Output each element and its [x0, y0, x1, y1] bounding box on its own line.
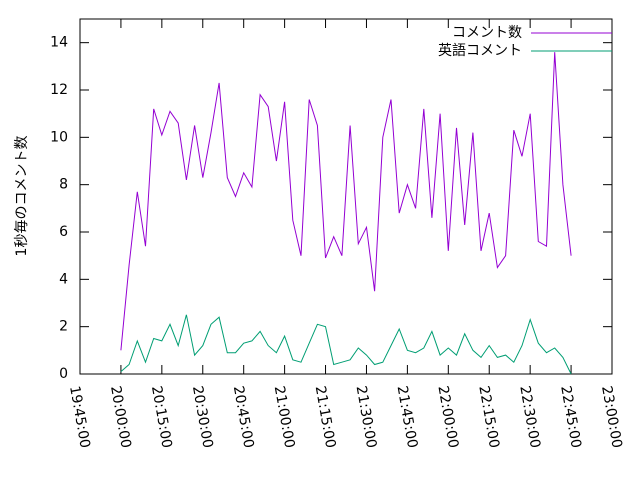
x-tick-label: 21:30:00: [353, 385, 380, 450]
x-tick-label: 21:15:00: [312, 385, 339, 450]
y-tick-label: 12: [50, 82, 68, 98]
series-line: [120, 314, 572, 375]
legend-label: 英語コメント: [438, 42, 522, 59]
x-tick-label: 22:30:00: [516, 385, 543, 450]
x-tick-label: 21:00:00: [271, 385, 298, 450]
y-tick-label: 10: [50, 129, 68, 145]
series-line: [120, 52, 572, 351]
y-tick-label: 0: [59, 366, 68, 382]
y-tick-label: 6: [59, 224, 68, 240]
y-tick-label: 14: [50, 35, 68, 51]
x-tick-label: 23:00:00: [598, 385, 625, 450]
y-tick-label: 8: [59, 177, 68, 193]
y-axis-label: 1秒毎のコメント数: [14, 136, 30, 257]
x-tick-label: 22:00:00: [434, 385, 461, 450]
y-tick-label: 4: [59, 271, 68, 287]
x-tick-label: 20:15:00: [148, 385, 175, 450]
x-tick-label: 20:00:00: [107, 385, 134, 450]
plot-border: [79, 18, 613, 375]
x-tick-label: 19:45:00: [66, 385, 93, 450]
x-tick-label: 20:30:00: [189, 385, 216, 450]
x-tick-label: 21:45:00: [394, 385, 421, 450]
x-tick-label: 22:45:00: [557, 385, 584, 450]
y-tick-label: 2: [59, 319, 68, 335]
x-tick-label: 22:15:00: [475, 385, 502, 450]
legend-label: コメント数: [452, 25, 522, 41]
x-tick-label: 20:45:00: [230, 385, 257, 450]
